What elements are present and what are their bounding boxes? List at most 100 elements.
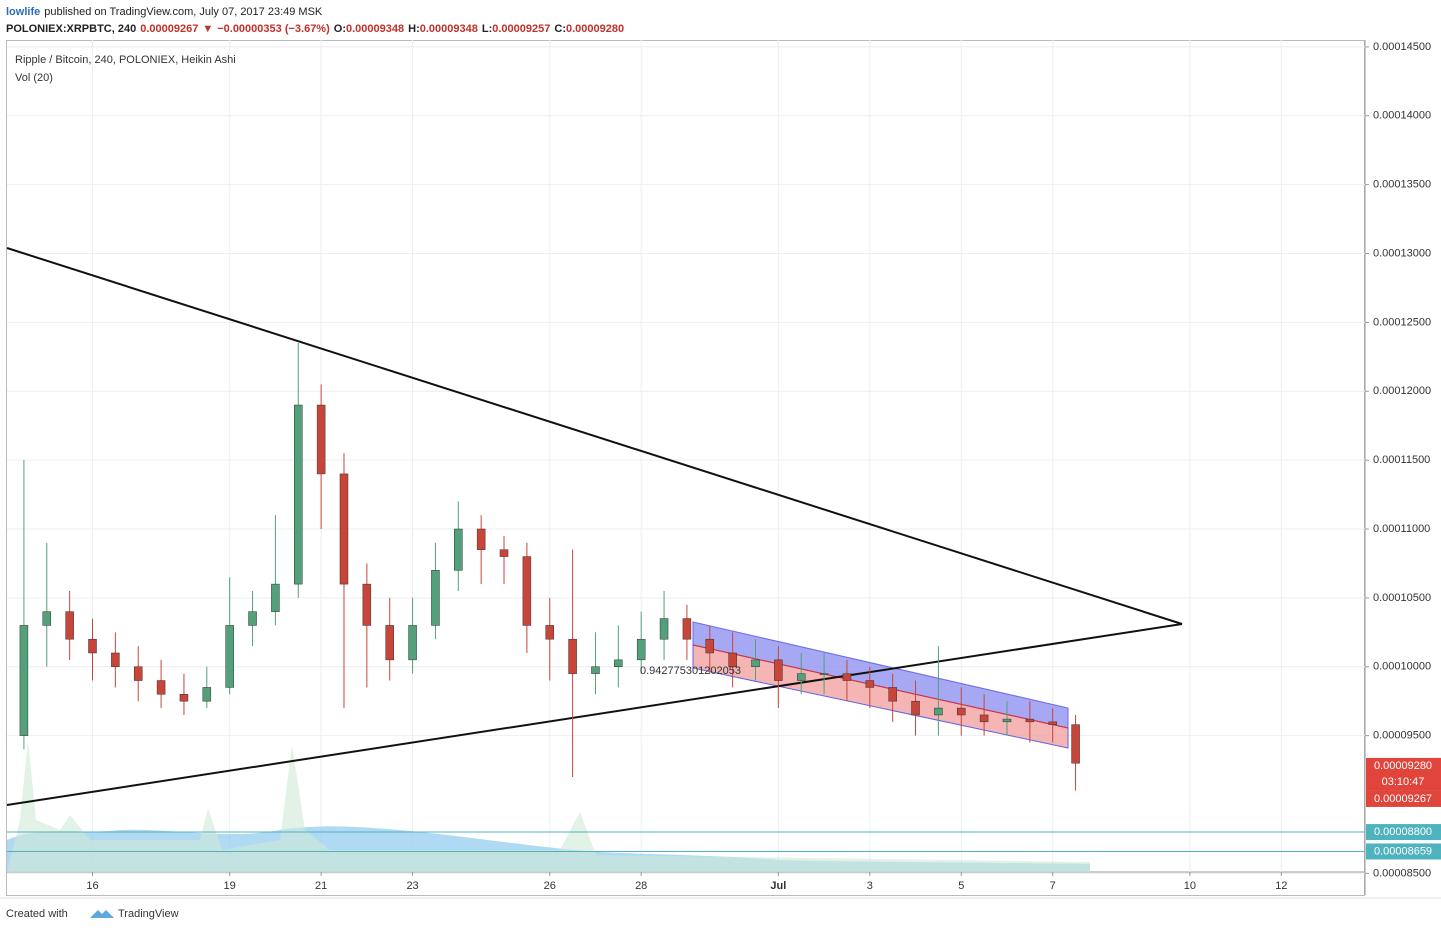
candle-body [796,673,806,681]
countdown: 03:10:47 [1382,776,1425,788]
candle-body [499,549,509,557]
x-tick-label: 5 [958,880,964,892]
channel-annotation: 0.942775301202053 [640,665,741,677]
y-tick-label: 0.00008500 [1373,867,1431,879]
c-label: C: [554,23,566,35]
candle-body [842,673,852,681]
candle-body [179,694,189,702]
created-with: Created with [6,908,68,920]
publish-line: lowlife published on TradingView.com, Jul… [6,6,323,18]
trend-line-upper [6,247,1183,625]
change: −0.00000353 (−3.67%) [217,23,330,35]
candle-body [979,714,989,723]
candle-body [156,680,166,695]
x-tick-label: Jul [770,880,786,892]
trend-line-lower [6,623,1183,806]
logo [90,910,114,918]
y-tick-label: 0.00010500 [1373,592,1431,604]
o: 0.00009348 [346,23,404,35]
x-tick-label: 7 [1050,880,1056,892]
candle-body [636,638,646,661]
candle-body [1002,718,1012,723]
candle-body [431,570,440,626]
candle-body [42,611,52,626]
candle-body [408,625,417,661]
candle-body [728,652,737,668]
candle-body [774,659,783,681]
x-tick-label: 23 [406,880,418,892]
x-tick-label: 16 [86,880,98,892]
candle-body [659,618,669,640]
candle-body [65,611,74,640]
candle-body [294,404,303,585]
candle-body [248,611,257,626]
h: 0.00009348 [420,23,478,35]
last-price-label: 0.00009280 [1374,760,1432,772]
candle-body [591,666,600,674]
candle-body [385,625,394,661]
h-label: H: [408,23,420,35]
x-tick-label: 28 [635,880,647,892]
y-tick-label: 0.00009500 [1373,730,1431,742]
price: 0.00009267 [140,23,198,35]
l-label: L: [482,23,492,35]
candle-body [133,666,143,681]
price-tag-label: 0.00008800 [1374,826,1432,838]
published: published on TradingView.com, July 07, 2… [44,6,323,18]
x-tick-label: 12 [1275,880,1287,892]
candle-body [614,659,623,668]
c: 0.00009280 [566,23,624,35]
candle-body [225,625,234,688]
candle-body [362,583,372,626]
quote-line: POLONIEX:XRPBTC, 240 0.00009267 ▼ −0.000003… [6,23,624,35]
price-tag-label: 0.00009267 [1374,793,1432,805]
price-tag [1366,843,1441,860]
candle-body [682,618,692,640]
x-tick-label: 21 [315,880,327,892]
arrow: ▼ [202,23,213,35]
x-tick-label: 26 [544,880,556,892]
chart-title: Ripple / Bitcoin, 240, POLONIEX, Heikin … [15,54,236,66]
candles [19,343,1080,791]
l: 0.00009257 [492,23,550,35]
candle-body [271,583,280,612]
candle-body [19,625,29,736]
candle-body [934,707,943,716]
y-tick-label: 0.00014500 [1373,41,1431,53]
candle-body [568,638,577,674]
author[interactable]: lowlife [6,6,40,18]
last-price-tag [1366,757,1441,791]
y-tick-label: 0.00011500 [1373,454,1430,466]
y-tick-label: 0.00013500 [1373,179,1431,191]
x-tick-label: 19 [224,880,236,892]
candle-body [316,404,326,475]
x-tick-label: 10 [1184,880,1196,892]
candle-body [865,680,875,688]
candle-body [911,700,920,716]
x-tick-label: 3 [867,880,873,892]
price-tag-label: 0.00008659 [1374,845,1432,857]
price-tag [1366,824,1441,841]
candle-body [202,687,212,702]
volume-label: Vol (20) [15,72,53,84]
candle-body [888,687,897,702]
y-tick-label: 0.00012000 [1373,385,1431,397]
y-tick-label: 0.00010000 [1373,661,1431,673]
y-tick-label: 0.00014000 [1373,110,1431,122]
y-tick-label: 0.00013000 [1373,247,1431,259]
candle-body [476,528,486,550]
y-tick-label: 0.00012500 [1373,316,1431,328]
candle-body [705,638,715,654]
candle-body [1071,724,1080,764]
brand[interactable]: TradingView [118,908,179,920]
candle-body [751,659,760,668]
y-tick-label: 0.00011000 [1373,523,1430,535]
symbol: POLONIEX:XRPBTC, 240 [6,23,136,35]
o-label: O: [334,23,346,35]
price-tag [1366,790,1441,807]
candle-body [522,556,532,626]
candle-body [1048,721,1057,725]
candle-body [454,528,463,571]
